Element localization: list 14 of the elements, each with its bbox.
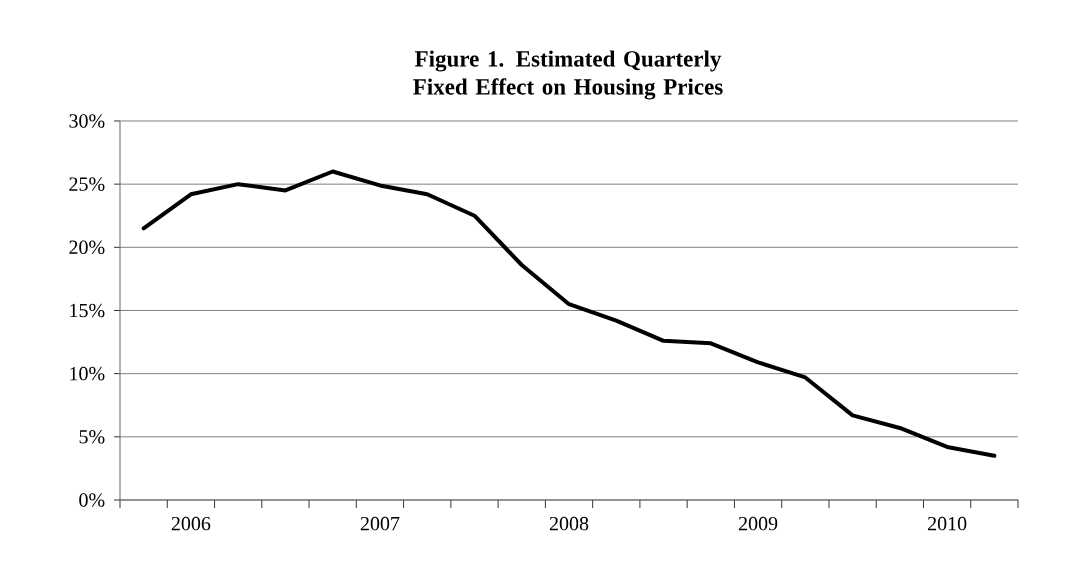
y-tick-label: 25% [69,177,105,191]
line-series [141,169,997,458]
y-tick-label: 5% [79,430,105,444]
y-tick-label: 0% [79,493,105,507]
x-tick-label: 2006 [171,516,211,531]
y-tick-label: 30% [69,114,105,128]
x-tick-label: 2010 [927,516,967,531]
y-tick-label: 15% [70,303,105,318]
y-tick-label: 10% [70,366,105,381]
chart-title: Figure 1. Estimated Quarterly Fixed Effect on Housing Prices [413,50,723,100]
x-tick-label: 2007 [360,516,400,531]
x-tick-label: 2009 [738,516,778,531]
x-tick-label: 2008 [549,516,589,531]
y-tick-label: 20% [69,240,105,255]
